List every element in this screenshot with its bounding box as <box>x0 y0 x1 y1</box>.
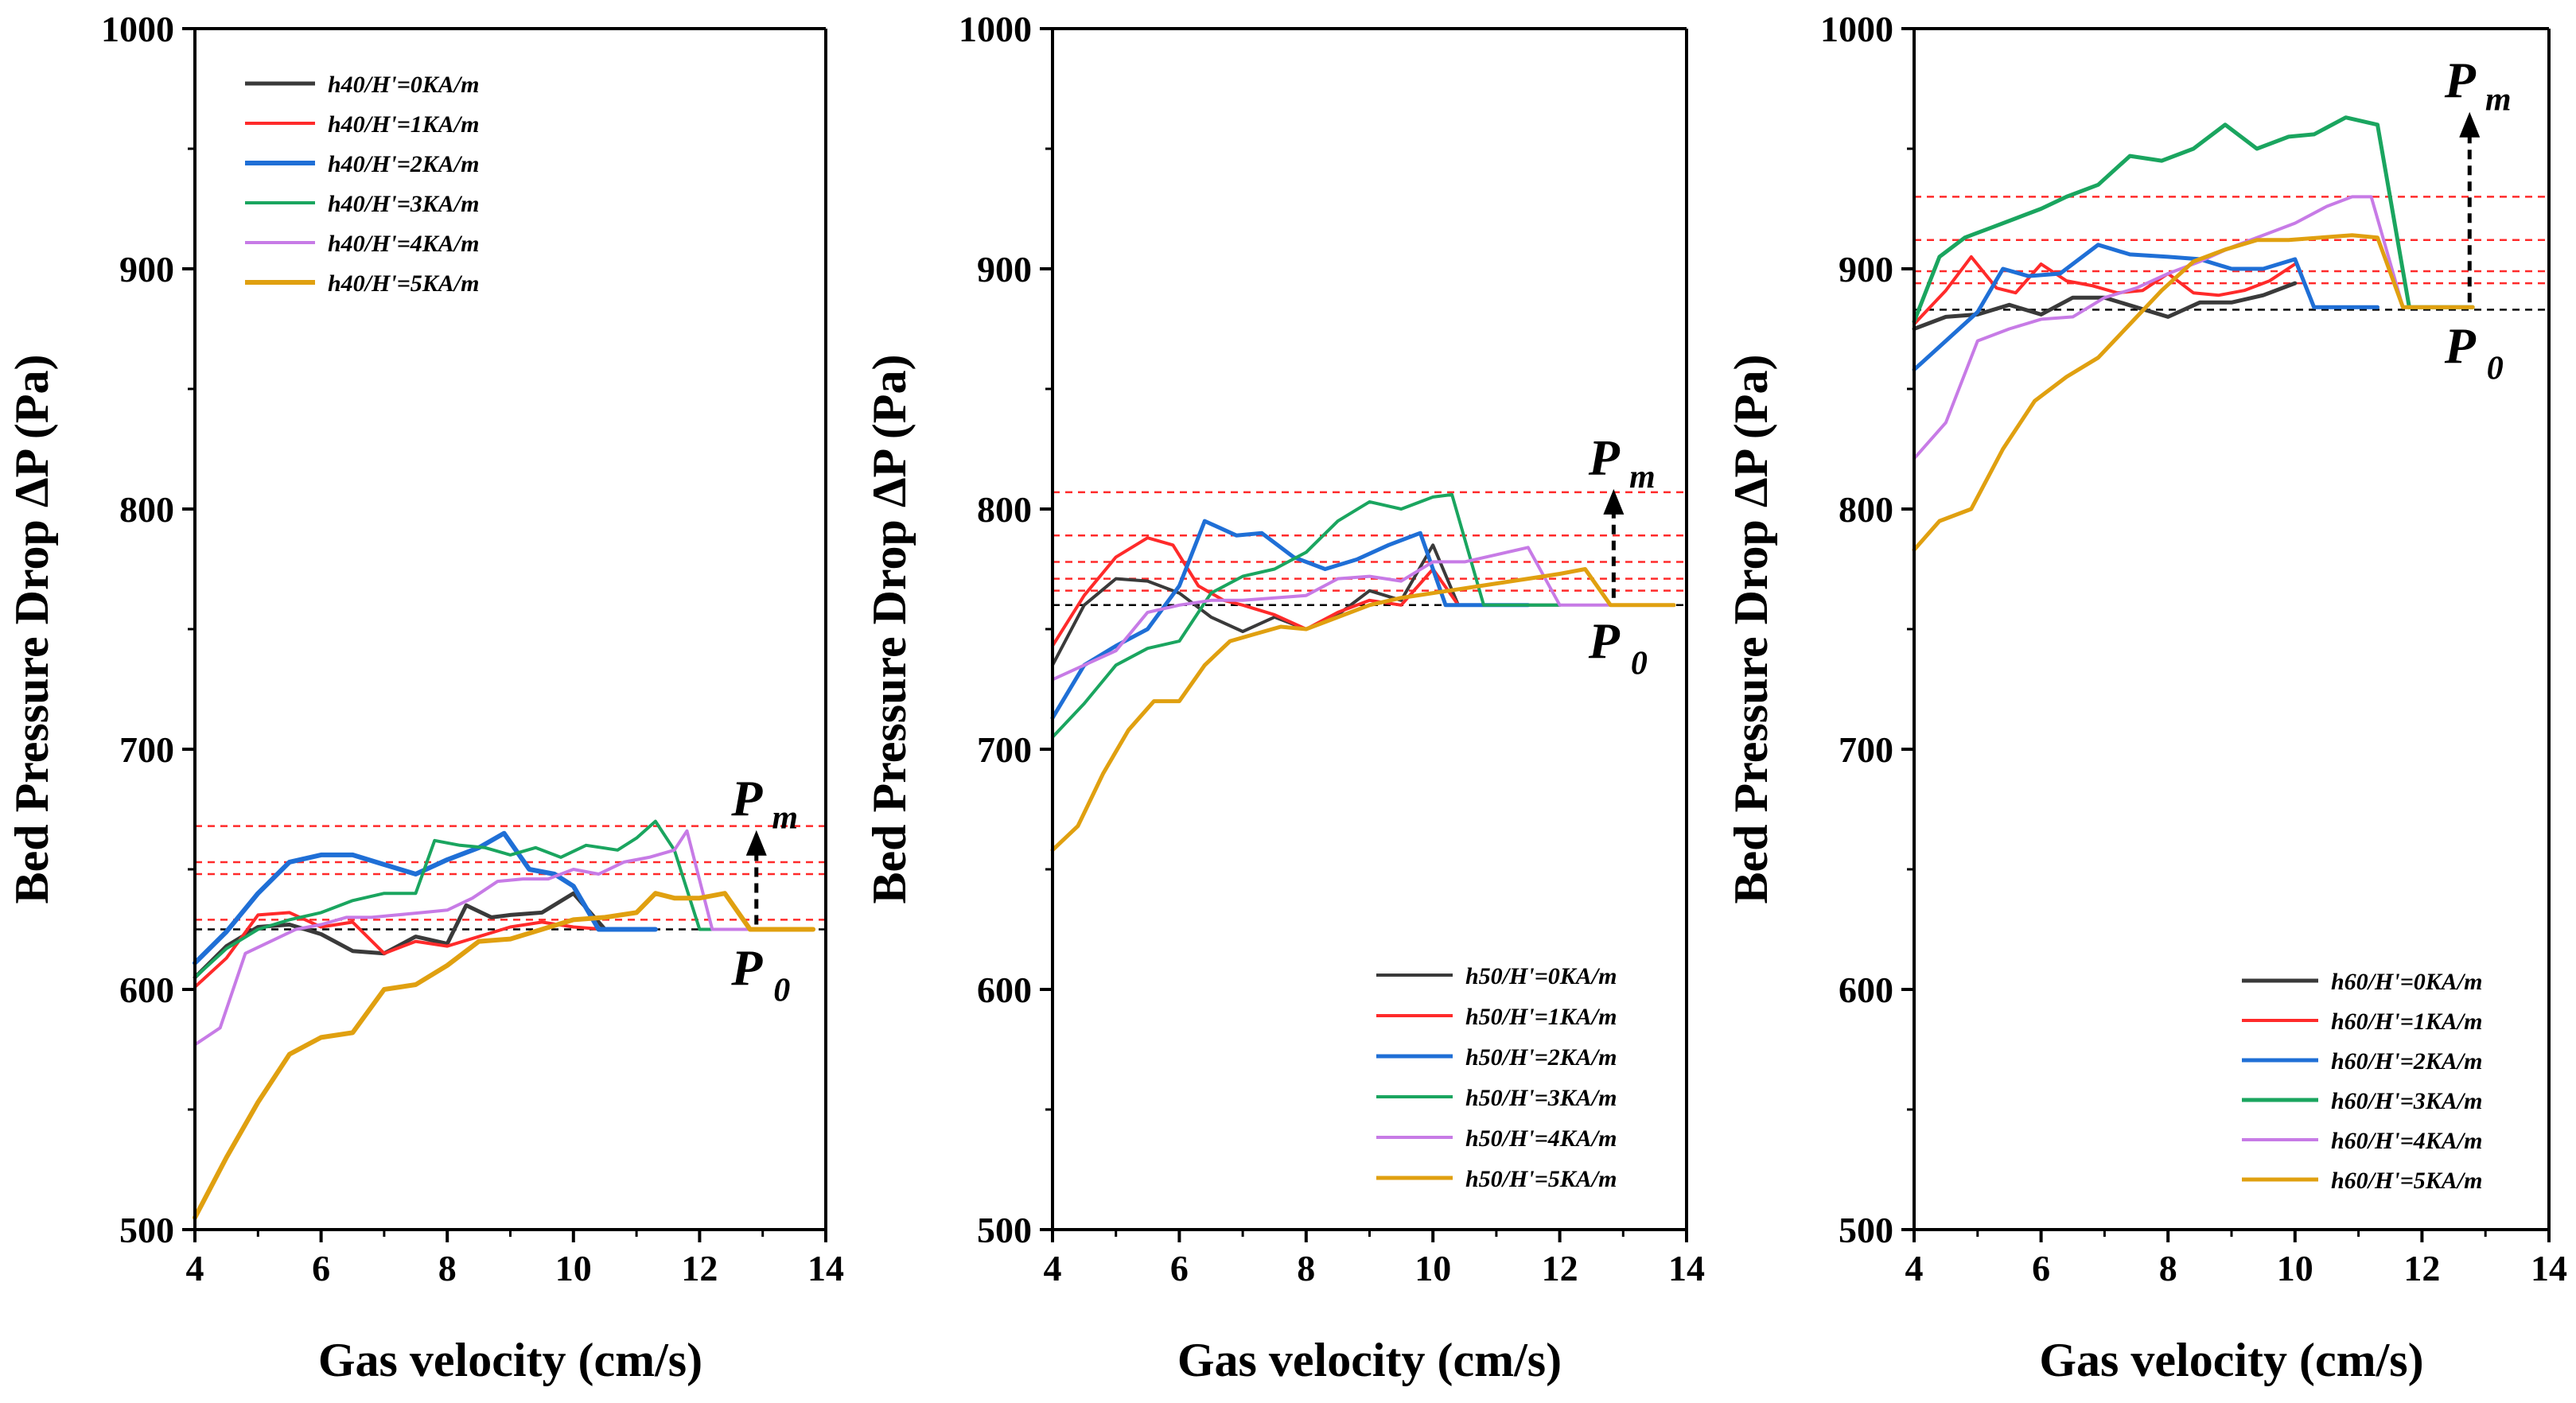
x-tick-label: 14 <box>807 1248 844 1288</box>
y-axis-label: Bed Pressure Drop ΔP (Pa) <box>1725 355 1777 904</box>
y-tick-label: 1000 <box>101 9 174 49</box>
y-tick-label: 600 <box>1839 970 1893 1010</box>
y-tick-label: 700 <box>1839 729 1893 770</box>
x-tick-label: 8 <box>438 1248 457 1288</box>
y-tick-label: 500 <box>119 1210 174 1250</box>
series-line-2ka <box>1912 243 2379 372</box>
x-tick-label: 8 <box>1297 1248 1315 1288</box>
p0-label: P <box>730 939 763 996</box>
p0-subscript: 0 <box>2487 350 2504 387</box>
series-line-3ka <box>1912 115 2475 324</box>
legend-label: h50/H'=5KA/m <box>1465 1166 1617 1192</box>
x-tick-label: 12 <box>1542 1248 1578 1288</box>
chart-panel-2: 4 6 8 10 12 14 500 600 700 800 900 1000 Gas velocity… <box>863 9 1705 1386</box>
series-line-4ka <box>193 829 765 1047</box>
series-line-4ka <box>1913 195 2475 461</box>
legend-label: h40/H'=0KA/m <box>328 72 479 98</box>
annotation-arrow-head <box>1603 488 1625 515</box>
legend-label: h60/H'=0KA/m <box>2331 969 2482 995</box>
y-tick-label: 600 <box>977 970 1032 1010</box>
legend-label: h40/H'=4KA/m <box>328 231 479 257</box>
x-tick-label: 6 <box>1170 1248 1189 1288</box>
y-tick-label: 700 <box>119 729 174 770</box>
legend-label: h60/H'=1KA/m <box>2331 1009 2482 1035</box>
y-axis-label: Bed Pressure Drop ΔP (Pa) <box>863 355 916 904</box>
x-tick-label: 4 <box>1905 1248 1924 1288</box>
x-axis-label: Gas velocity (cm/s) <box>318 1334 702 1386</box>
y-tick-label: 500 <box>977 1210 1032 1250</box>
x-tick-label: 6 <box>2032 1248 2050 1288</box>
series-line-1ka <box>1051 536 1498 648</box>
legend-label: h60/H'=5KA/m <box>2331 1168 2482 1194</box>
x-tick-label: 12 <box>681 1248 718 1288</box>
x-tick-label: 4 <box>1044 1248 1062 1288</box>
y-tick-label: 800 <box>977 489 1032 530</box>
x-axis-label: Gas velocity (cm/s) <box>1177 1334 1562 1386</box>
y-tick-label: 900 <box>119 249 174 290</box>
x-tick-label: 14 <box>2531 1248 2567 1288</box>
pm-label: P <box>2444 52 2477 109</box>
y-tick-label: 900 <box>977 249 1032 290</box>
x-tick-label: 12 <box>2403 1248 2440 1288</box>
legend-label: h60/H'=4KA/m <box>2331 1128 2482 1154</box>
legend-label: h50/H'=4KA/m <box>1465 1125 1617 1152</box>
legend-label: h40/H'=1KA/m <box>328 111 479 138</box>
series-line-2ka <box>1050 519 1531 721</box>
series-line-5ka <box>193 891 816 1220</box>
y-tick-label: 500 <box>1839 1210 1893 1250</box>
pm-label: P <box>1588 429 1621 486</box>
x-tick-label: 8 <box>2159 1248 2177 1288</box>
annotation-arrow-head <box>2459 111 2481 138</box>
legend-label: h40/H'=5KA/m <box>328 270 479 297</box>
legend-label: h40/H'=3KA/m <box>328 191 479 217</box>
legend-label: h50/H'=1KA/m <box>1465 1004 1617 1030</box>
x-axis-label: Gas velocity (cm/s) <box>2039 1334 2423 1386</box>
legend-label: h60/H'=3KA/m <box>2331 1088 2482 1114</box>
x-tick-label: 10 <box>1414 1248 1451 1288</box>
y-tick-label: 800 <box>119 489 174 530</box>
x-tick-label: 10 <box>2277 1248 2313 1288</box>
legend: h40/H'=0KA/m h40/H'=1KA/m h40/H'=2KA/m h40/… <box>245 72 479 297</box>
series-line-4ka <box>1051 546 1625 682</box>
legend-label: h50/H'=2KA/m <box>1465 1044 1617 1071</box>
chart-panel-3: 4 6 8 10 12 14 500 600 700 800 900 1000 Gas velocity… <box>1725 9 2567 1386</box>
legend-label: h40/H'=2KA/m <box>328 151 479 177</box>
x-tick-label: 10 <box>555 1248 592 1288</box>
series-line-2ka <box>193 830 658 966</box>
y-tick-label: 800 <box>1839 489 1893 530</box>
chart-panel-1: 4 6 8 10 12 14 500 600 700 800 900 1000 Gas velocity… <box>6 9 844 1386</box>
legend-label: h50/H'=0KA/m <box>1465 963 1617 989</box>
pm-label: P <box>730 771 763 827</box>
series-line-3ka <box>1051 492 1562 739</box>
series-line-3ka <box>193 819 765 979</box>
p0-label: P <box>2444 317 2477 374</box>
pm-subscript: m <box>772 800 798 837</box>
y-tick-label: 700 <box>977 729 1032 770</box>
legend-label: h50/H'=3KA/m <box>1465 1085 1617 1111</box>
y-tick-label: 1000 <box>1820 9 1893 49</box>
x-tick-label: 4 <box>186 1248 204 1288</box>
pm-subscript: m <box>1629 459 1656 496</box>
legend-label: h60/H'=2KA/m <box>2331 1048 2482 1075</box>
pm-subscript: m <box>2485 82 2512 119</box>
series-line-1ka <box>1913 255 2297 326</box>
x-tick-label: 14 <box>1668 1248 1705 1288</box>
series-line-5ka <box>1050 567 1676 853</box>
y-tick-label: 900 <box>1839 249 1893 290</box>
series-line-1ka <box>193 911 607 989</box>
p0-label: P <box>1588 613 1621 670</box>
y-tick-label: 1000 <box>959 9 1032 49</box>
annotation-arrow-head <box>745 830 767 856</box>
series-line-5ka <box>1912 233 2475 552</box>
legend: h50/H'=0KA/m h50/H'=1KA/m h50/H'=2KA/m h50/… <box>1376 963 1617 1192</box>
legend: h60/H'=0KA/m h60/H'=1KA/m h60/H'=2KA/m h60/… <box>2242 969 2482 1194</box>
y-tick-label: 600 <box>119 970 174 1010</box>
x-tick-label: 6 <box>312 1248 330 1288</box>
p0-subscript: 0 <box>773 972 790 1009</box>
y-axis-label: Bed Pressure Drop ΔP (Pa) <box>6 355 58 904</box>
p0-subscript: 0 <box>1631 646 1648 682</box>
